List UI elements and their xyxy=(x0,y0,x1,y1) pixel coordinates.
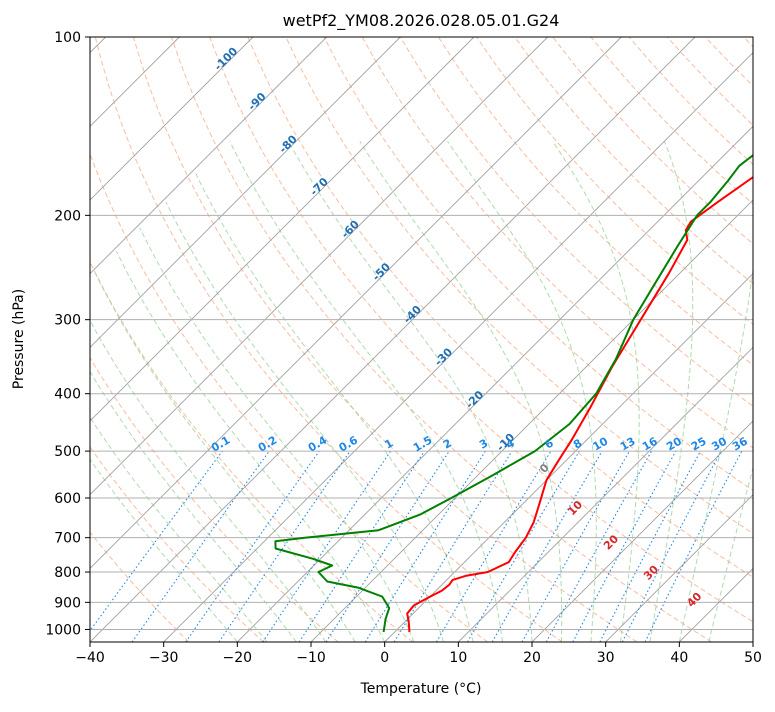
x-tick-label: 50 xyxy=(744,650,762,666)
y-tick-label: 200 xyxy=(54,208,81,224)
y-tick-label: 500 xyxy=(54,444,81,460)
y-tick-label: 700 xyxy=(54,531,81,547)
x-tick-label: −20 xyxy=(223,650,253,666)
x-tick-label: −40 xyxy=(75,650,105,666)
chart-title: wetPf2_YM08.2026.028.05.01.G24 xyxy=(283,11,560,31)
y-tick-label: 1000 xyxy=(45,622,81,638)
x-tick-label: −10 xyxy=(296,650,326,666)
x-tick-label: 20 xyxy=(523,650,541,666)
y-tick-label: 900 xyxy=(54,595,81,611)
y-tick-label: 100 xyxy=(54,30,81,46)
y-tick-label: 300 xyxy=(54,313,81,329)
x-tick-label: 30 xyxy=(597,650,615,666)
y-axis-label: Pressure (hPa) xyxy=(11,289,27,389)
y-tick-label: 600 xyxy=(54,491,81,507)
y-tick-label: 400 xyxy=(54,387,81,403)
x-tick-label: 10 xyxy=(449,650,467,666)
x-axis-label: Temperature (°C) xyxy=(360,681,482,697)
x-tick-label: −30 xyxy=(149,650,179,666)
x-tick-label: 0 xyxy=(380,650,389,666)
y-tick-label: 800 xyxy=(54,565,81,581)
x-tick-label: 40 xyxy=(670,650,688,666)
